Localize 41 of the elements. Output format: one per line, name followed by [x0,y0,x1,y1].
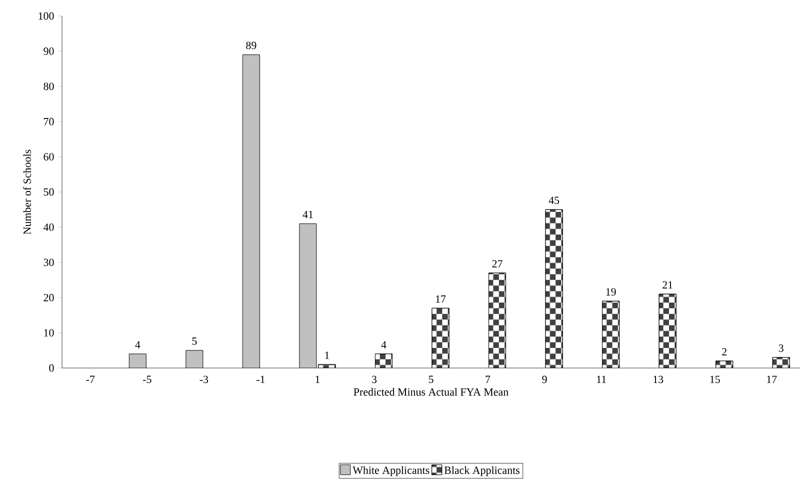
data-label: 1 [325,352,330,359]
x-tick-label: 13 [654,376,664,384]
y-tick-label: 0 [49,364,54,372]
data-label: 4 [135,341,140,348]
data-label: 45 [548,196,560,204]
x-tick-label: 17 [767,376,777,384]
y-tick-label: 30 [44,258,54,266]
x-tick-label: 11 [597,376,606,384]
y-tick-label: 50 [44,188,54,196]
data-label: 27 [492,260,502,268]
x-tick-label: 3 [372,376,377,384]
x-tick-label: 9 [542,376,547,384]
legend-label: Black Applicants [444,466,520,476]
data-label: 5 [192,338,197,345]
x-tick-label: -1 [256,376,265,384]
x-tick-label: 15 [710,376,720,384]
data-label: 89 [246,42,256,50]
data-label: 17 [436,295,446,303]
data-label: 19 [606,288,616,296]
x-tick-label: -3 [200,376,208,384]
y-tick-label: 80 [44,82,54,90]
y-axis-title: Number of Schools [23,150,31,234]
data-label: 3 [778,344,784,352]
data-label: 2 [722,348,726,356]
x-axis-title: Predicted Minus Actual FYA Mean [354,388,508,396]
y-tick-label: 70 [44,118,54,126]
x-tick-label: -7 [86,376,95,383]
x-tick-label: -5 [142,376,152,384]
y-tick-label: 90 [44,48,54,55]
x-tick-label: 5 [428,376,434,384]
y-tick-label: 40 [43,224,54,231]
y-tick-label: 60 [44,153,54,160]
legend-label: White Applicants [352,466,430,476]
data-label: 41 [302,210,313,218]
data-label: 4 [381,341,386,348]
x-tick-label: 7 [486,376,490,383]
y-tick-label: 10 [44,329,54,336]
data-label: 21 [662,281,672,289]
y-tick-label: 20 [44,294,54,302]
y-tick-label: 100 [38,12,54,20]
x-tick-label: 1 [316,376,320,384]
